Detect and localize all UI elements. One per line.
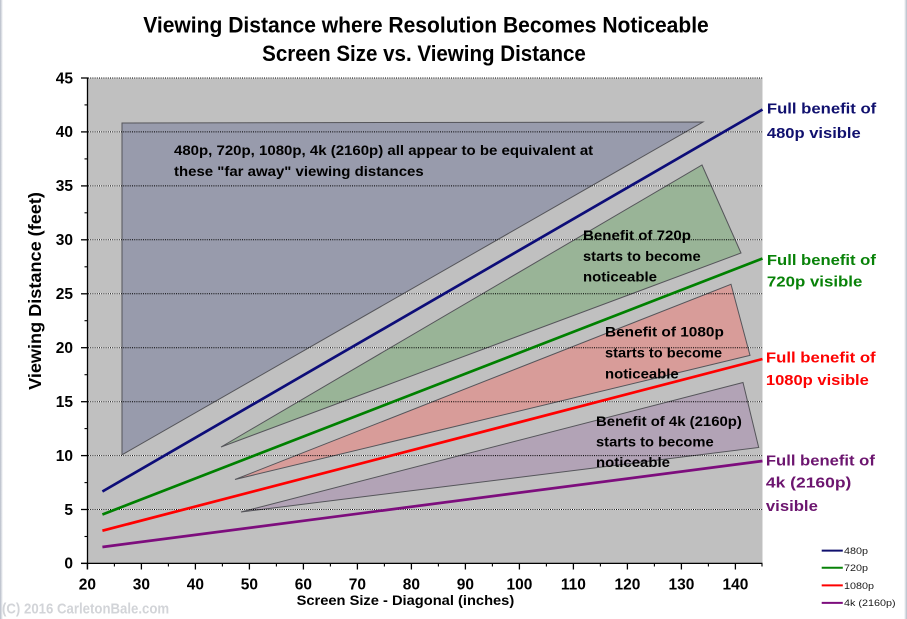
svg-text:4k (2160p): 4k (2160p): [766, 475, 851, 491]
svg-text:5: 5: [64, 502, 73, 519]
svg-text:720p visible: 720p visible: [767, 275, 863, 291]
svg-text:1080p: 1080p: [844, 582, 875, 592]
svg-text:starts to become: starts to become: [605, 346, 722, 362]
svg-text:30: 30: [133, 576, 150, 593]
svg-text:Screen Size - Diagonal (inches: Screen Size - Diagonal (inches): [297, 593, 515, 609]
svg-text:40: 40: [56, 124, 73, 141]
svg-text:Benefit of 4k (2160p): Benefit of 4k (2160p): [596, 414, 742, 429]
svg-text:Benefit of 720p: Benefit of 720p: [583, 228, 691, 243]
svg-text:110: 110: [561, 576, 586, 593]
svg-text:Benefit of 1080p: Benefit of 1080p: [605, 325, 724, 340]
svg-text:1080p visible: 1080p visible: [766, 373, 869, 389]
svg-text:35: 35: [56, 178, 74, 195]
svg-text:visible: visible: [766, 499, 818, 515]
svg-text:noticeable: noticeable: [596, 456, 670, 471]
svg-text:noticeable: noticeable: [583, 270, 657, 285]
svg-text:60: 60: [295, 576, 312, 593]
svg-text:0: 0: [64, 556, 73, 573]
svg-text:140: 140: [722, 576, 748, 593]
svg-text:Full benefit of: Full benefit of: [767, 101, 877, 117]
svg-text:45: 45: [56, 70, 74, 87]
svg-text:(C) 2016 CarletonBale.com: (C) 2016 CarletonBale.com: [2, 600, 169, 617]
svg-text:Screen Size vs. Viewing Distan: Screen Size vs. Viewing Distance: [262, 41, 586, 66]
svg-text:Full benefit of: Full benefit of: [766, 454, 876, 470]
svg-text:20: 20: [56, 340, 73, 357]
svg-text:480p, 720p, 1080p, 4k (2160p): 480p, 720p, 1080p, 4k (2160p) all appear…: [174, 144, 593, 159]
svg-text:90: 90: [457, 576, 474, 593]
svg-text:40: 40: [187, 576, 204, 593]
svg-text:100: 100: [506, 576, 532, 593]
svg-text:480p visible: 480p visible: [767, 126, 861, 142]
svg-text:480p: 480p: [844, 547, 869, 557]
svg-text:starts to become: starts to become: [583, 250, 701, 265]
svg-text:Viewing Distance where Resolut: Viewing Distance where Resolution Become…: [143, 13, 709, 38]
svg-text:Full benefit of: Full benefit of: [767, 253, 877, 269]
svg-text:70: 70: [349, 576, 366, 593]
svg-text:120: 120: [614, 576, 640, 593]
svg-text:720p: 720p: [844, 564, 869, 574]
svg-text:4k (2160p): 4k (2160p): [844, 599, 896, 609]
svg-text:50: 50: [241, 576, 258, 593]
svg-text:these "far away" viewing dista: these "far away" viewing distances: [174, 165, 424, 180]
svg-text:130: 130: [668, 576, 694, 593]
svg-text:10: 10: [56, 448, 73, 465]
svg-text:25: 25: [56, 286, 74, 303]
svg-text:noticeable: noticeable: [605, 367, 679, 382]
svg-text:Full benefit of: Full benefit of: [766, 350, 877, 366]
svg-text:80: 80: [403, 576, 420, 593]
svg-text:starts to become: starts to become: [596, 435, 714, 450]
svg-text:20: 20: [79, 576, 96, 593]
svg-text:30: 30: [56, 232, 73, 249]
svg-text:15: 15: [56, 394, 74, 411]
svg-text:Viewing Distance (feet): Viewing Distance (feet): [25, 192, 45, 390]
